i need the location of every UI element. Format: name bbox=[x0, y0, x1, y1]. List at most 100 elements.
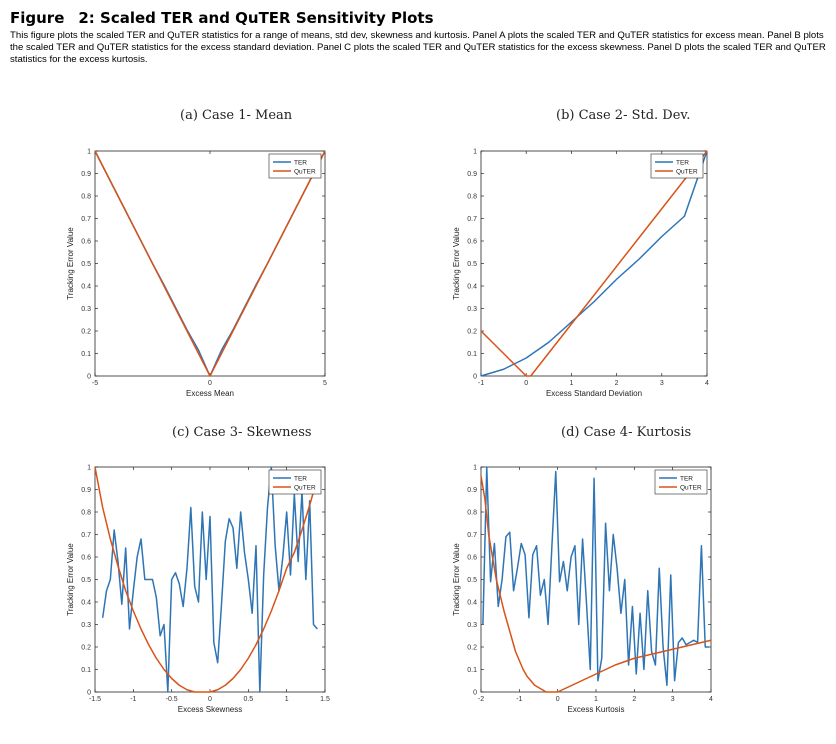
panel-c-legend-label-ter: TER bbox=[294, 475, 307, 482]
panel-a-xtick-label: 5 bbox=[323, 380, 327, 387]
panel-b-ytick-label: 0.6 bbox=[467, 239, 477, 246]
panel-b-y-axis-label: Tracking Error Value bbox=[452, 227, 461, 300]
panel-b-ytick-label: 0.3 bbox=[467, 306, 477, 313]
panel-c-ytick-label: 0.8 bbox=[81, 510, 91, 517]
panel-a-y-axis-label: Tracking Error Value bbox=[66, 227, 75, 300]
panel-c-xtick-label: -1 bbox=[130, 696, 136, 703]
panel-b-ytick-label: 0 bbox=[473, 374, 477, 381]
panel-c-ytick-label: 0.9 bbox=[81, 487, 91, 494]
panel-a-ytick-label: 0.3 bbox=[81, 306, 91, 313]
panel-d-ytick-label: 0.4 bbox=[467, 600, 477, 607]
panel-d-series-quter-line bbox=[480, 475, 712, 693]
panel-c-legend: TER QuTER bbox=[268, 469, 322, 495]
panel-d-legend-box bbox=[654, 469, 708, 495]
panel-d-ytick-label: 0.8 bbox=[467, 510, 477, 517]
figure-title-text: Scaled TER and QuTER Sensitivity Plots bbox=[100, 9, 434, 27]
panel-a-xtick-label: -5 bbox=[92, 380, 98, 387]
panel-b-ytick-label: 0.1 bbox=[467, 351, 477, 358]
panel-d-ytick-label: 0.2 bbox=[467, 645, 477, 652]
panel-c-xtick-label: 0.5 bbox=[243, 696, 253, 703]
panel-c-legend-label-quter: QuTER bbox=[294, 484, 316, 491]
panel-d-xtick-label: 3 bbox=[671, 696, 675, 703]
panel-a-series-quter-line bbox=[94, 150, 326, 377]
panel-a-legend-label-quter: QuTER bbox=[294, 168, 316, 175]
panel-a-ytick-label: 0.1 bbox=[81, 351, 91, 358]
panel-b-title: (b) Case 2- Std. Dev. bbox=[556, 108, 691, 123]
panel-b-series-quter-line bbox=[480, 150, 708, 377]
panel-c-y-axis-label: Tracking Error Value bbox=[66, 543, 75, 616]
panel-d-xtick-label: -2 bbox=[478, 696, 484, 703]
panel-b-xtick-label: 3 bbox=[660, 380, 664, 387]
panel-a: -5 0 500.10.20.30.40.50.60.70.80.91Excess … bbox=[66, 149, 327, 399]
panel-c-ytick-label: 0.5 bbox=[81, 577, 91, 584]
panel-d-title: (d) Case 4- Kurtosis bbox=[561, 425, 692, 440]
panel-b-xtick-label: 2 bbox=[615, 380, 619, 387]
panel-b-plot-area bbox=[480, 150, 708, 377]
panel-d-y-axis-label: Tracking Error Value bbox=[452, 543, 461, 616]
panel-c-ytick-label: 0 bbox=[87, 690, 91, 697]
panel-c-xtick-label: 1.5 bbox=[320, 696, 330, 703]
panel-a-x-axis-label: Excess Mean bbox=[186, 389, 234, 398]
panel-d-xtick-label: 1 bbox=[594, 696, 598, 703]
panel-b-ytick-label: 0.5 bbox=[467, 261, 477, 268]
panel-d-series-ter-line bbox=[482, 466, 710, 686]
panel-d-ytick-label: 0.7 bbox=[467, 532, 477, 539]
panel-c-xtick-label: -0.5 bbox=[166, 696, 178, 703]
panel-b-ytick-label: 0.7 bbox=[467, 216, 477, 223]
panel-c-ytick-label: 0.4 bbox=[81, 600, 91, 607]
panel-c-ytick-label: 0.1 bbox=[81, 667, 91, 674]
panel-b-xtick-label: 4 bbox=[705, 380, 709, 387]
panel-a-legend: TER QuTER bbox=[268, 153, 322, 179]
panel-b-legend-label-ter: TER bbox=[676, 159, 689, 166]
panel-c-series-quter-line bbox=[94, 466, 319, 693]
panel-d-xtick-label: 4 bbox=[709, 696, 713, 703]
panel-d-ytick-label: 0 bbox=[473, 690, 477, 697]
panel-d-ytick-label: 1 bbox=[473, 465, 477, 472]
panel-b-legend: TER QuTER bbox=[650, 153, 704, 179]
panel-a-ytick-label: 0.7 bbox=[81, 216, 91, 223]
panel-d-ytick-label: 0.3 bbox=[467, 622, 477, 629]
panel-c-title: (c) Case 3- Skewness bbox=[172, 425, 312, 440]
panel-d-legend-label-ter: TER bbox=[680, 475, 693, 482]
panel-c-legend-box bbox=[268, 469, 322, 495]
panel-b-ytick-label: 0.2 bbox=[467, 329, 477, 336]
panel-b-xtick-label: 0 bbox=[524, 380, 528, 387]
panel-b-xtick-label: 1 bbox=[569, 380, 573, 387]
panel-a-legend-box bbox=[268, 153, 322, 179]
panel-d-ytick-label: 0.1 bbox=[467, 667, 477, 674]
panel-d-legend-label-quter: QuTER bbox=[680, 484, 702, 491]
panel-c-ytick-label: 0.2 bbox=[81, 645, 91, 652]
panel-b-ytick-label: 0.4 bbox=[467, 284, 477, 291]
panel-c-ytick-label: 1 bbox=[87, 465, 91, 472]
panel-b-xtick-label: -1 bbox=[478, 380, 484, 387]
panel-b-ytick-label: 0.9 bbox=[467, 171, 477, 178]
panel-b-legend-box bbox=[650, 153, 704, 179]
panel-c: -1.5 -1 -0.5 0 0.5 1 1.5 0 0.1 0.2 0.3 0.4 0.5 0.6 0.7… bbox=[66, 465, 330, 715]
panel-b-x-axis-label: Excess Standard Deviation bbox=[546, 389, 642, 398]
panel-d: -2 -1 0 1 2 3 4 0 0.1 0.2 0.3 0.4 0.5 0.6 0.7 0.8 0.9 1 Ex… bbox=[452, 465, 713, 715]
panel-b-ytick-label: 0.8 bbox=[467, 194, 477, 201]
panel-c-xtick-label: 1 bbox=[285, 696, 289, 703]
panel-d-xtick-label: 2 bbox=[632, 696, 636, 703]
panel-d-ytick-label: 0.5 bbox=[467, 577, 477, 584]
panel-c-plot-area bbox=[94, 466, 326, 693]
figure-label: Figure bbox=[10, 9, 65, 27]
panel-d-ytick-label: 0.9 bbox=[467, 487, 477, 494]
panel-b-ytick-label: 1 bbox=[473, 149, 477, 156]
panel-a-plot-area bbox=[94, 150, 326, 377]
figure-caption: This figure plots the scaled TER and QuT… bbox=[10, 30, 826, 66]
panel-a-ytick-label: 0.2 bbox=[81, 329, 91, 336]
panel-c-x-axis-label: Excess Skewness bbox=[178, 705, 242, 714]
panel-a-xtick-label: 0 bbox=[208, 380, 212, 387]
panel-a-ytick-label: 1 bbox=[87, 149, 91, 156]
panel-a-legend-label-ter: TER bbox=[294, 159, 307, 166]
panel-c-ytick-label: 0.6 bbox=[81, 555, 91, 562]
panel-d-legend: TER QuTER bbox=[654, 469, 708, 495]
panel-b: -1 0 1 2 3 400.10.20.30.40.50.60.70.80.91Exce… bbox=[452, 149, 709, 399]
panel-c-xtick-label: -1.5 bbox=[89, 696, 101, 703]
panel-d-xtick-label: -1 bbox=[516, 696, 522, 703]
figure-number: 2: bbox=[78, 9, 95, 27]
panel-b-legend-label-quter: QuTER bbox=[676, 168, 698, 175]
panel-c-ytick-label: 0.3 bbox=[81, 622, 91, 629]
